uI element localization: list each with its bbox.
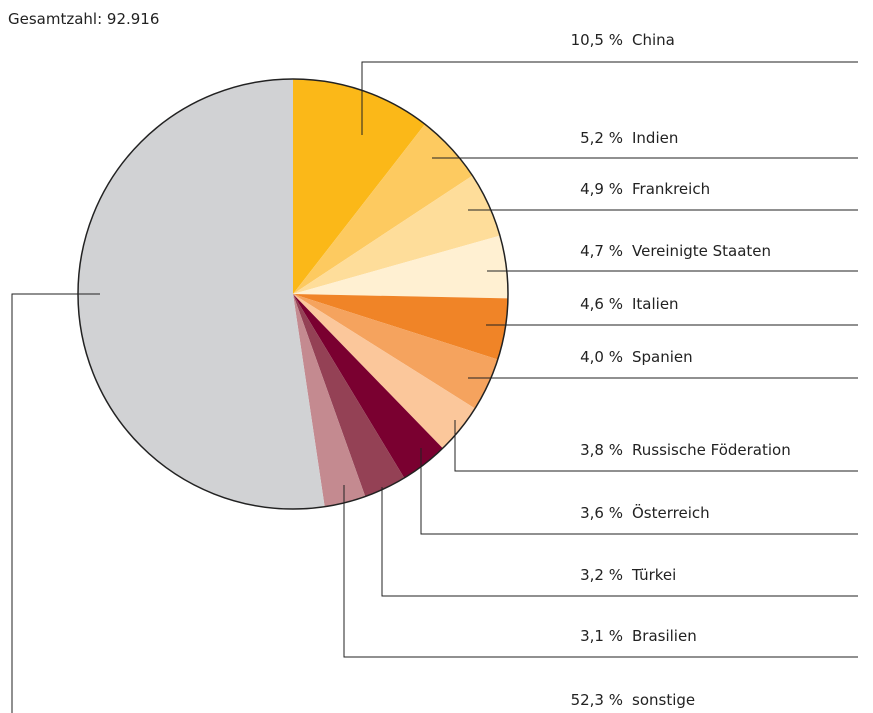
pie-slice (77, 79, 325, 509)
leader-line (381, 487, 858, 597)
category-label: Spanien (632, 348, 693, 366)
pie-slice (293, 294, 443, 478)
chart-subtitle: Gesamtzahl: 92.916 (8, 10, 159, 28)
value-label: 10,5 % (571, 31, 623, 49)
value-label: 4,9 % (580, 180, 623, 198)
pie-slice (293, 294, 405, 497)
value-label: 3,8 % (580, 441, 623, 459)
pie-slice (293, 175, 500, 294)
pie-slice (293, 294, 508, 360)
value-label: 52,3 % (571, 691, 623, 709)
value-label: 3,1 % (580, 627, 623, 645)
pie-slice (293, 294, 366, 507)
leader-line (420, 448, 858, 535)
pie-slice (293, 294, 498, 409)
category-label: sonstige (632, 691, 695, 709)
value-label: 5,2 % (580, 129, 623, 147)
category-label: Brasilien (632, 627, 697, 645)
category-label: Österreich (632, 503, 710, 522)
value-label: 3,2 % (580, 566, 623, 584)
pie-slice (293, 124, 473, 294)
value-label: 4,0 % (580, 348, 623, 366)
leader-line (11, 293, 100, 713)
category-label: Russische Föderation (632, 441, 791, 459)
category-label: Vereinigte Staaten (632, 242, 771, 260)
pie-slice (293, 294, 476, 449)
value-label: 4,6 % (580, 295, 623, 313)
category-label: China (632, 31, 675, 49)
value-label: 4,7 % (580, 242, 623, 260)
value-label: 3,6 % (580, 504, 623, 522)
category-label: Indien (632, 129, 678, 147)
category-label: Frankreich (632, 180, 710, 198)
leader-line (454, 420, 858, 472)
pie-slice (293, 235, 509, 299)
leader-line (343, 485, 858, 658)
leader-line (361, 61, 858, 135)
pie-slice (293, 79, 425, 294)
category-label: Italien (632, 295, 679, 313)
category-label: Türkei (631, 566, 676, 584)
